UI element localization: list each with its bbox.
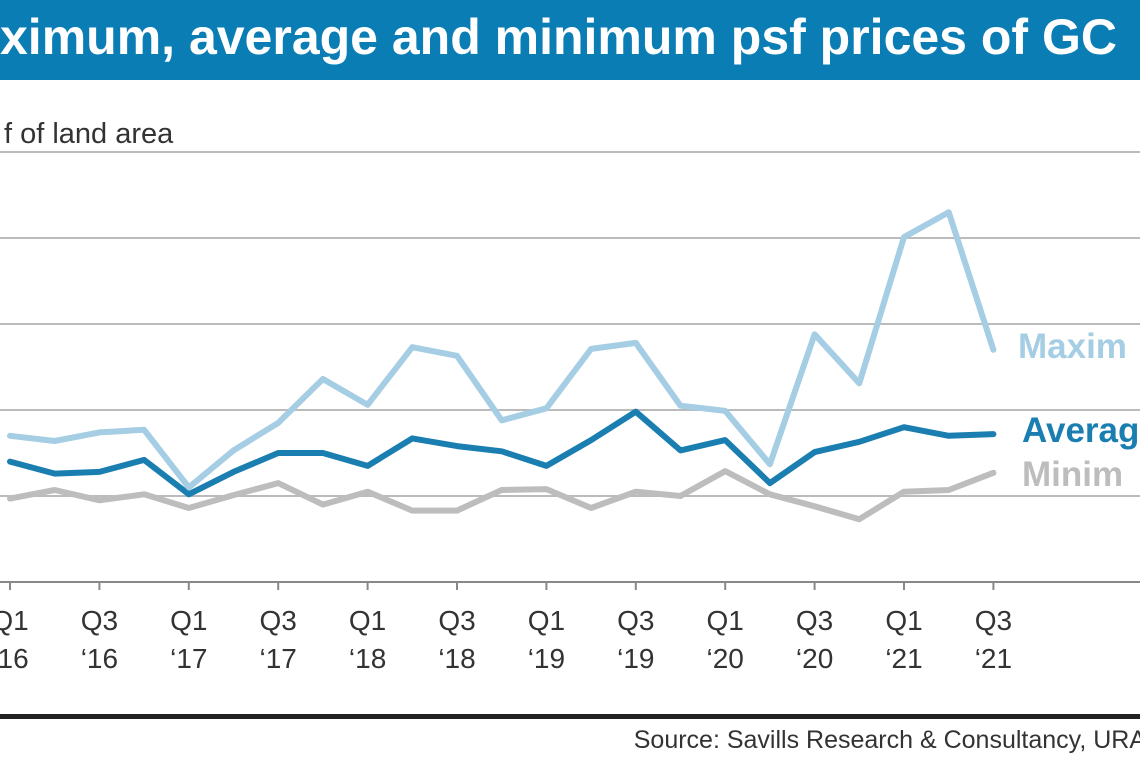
x-tick-label-quarter: Q3 [617,605,654,636]
x-tick-label-quarter: Q3 [975,605,1012,636]
series-label: Minim [1022,455,1123,494]
x-tick-label-year: ‘17 [170,643,207,674]
x-tick-label-quarter: Q1 [349,605,386,636]
x-tick-label-quarter: Q1 [528,605,565,636]
x-tick-label-quarter: Q1 [707,605,744,636]
series-line-minim [7,468,997,523]
x-tick-label-quarter: Q3 [438,605,475,636]
chart-title: ximum, average and minimum psf prices of… [0,9,1117,65]
x-tick-label-year: ‘21 [885,643,922,674]
series-label: Maxim [1018,327,1127,366]
x-tick-label-year: ‘19 [528,643,565,674]
title-bar: ximum, average and minimum psf prices of… [0,0,1140,80]
x-tick-label-quarter: Q1 [170,605,207,636]
x-tick-label-quarter: Q1 [0,605,29,636]
x-tick-label-quarter: Q3 [260,605,297,636]
series-line-maxim [7,209,997,491]
series-line-averag [7,408,997,498]
x-tick-label-year: ‘21 [975,643,1012,674]
bottom-rule [0,714,1140,719]
x-tick-label-quarter: Q1 [885,605,922,636]
x-tick-label-year: ‘16 [0,643,29,674]
y-axis-label: f of land area [4,118,174,150]
x-tick-label-year: ‘18 [349,643,386,674]
x-tick-label-year: ‘18 [438,643,475,674]
x-tick-label-year: ‘16 [81,643,118,674]
source-note: Source: Savills Research & Consultancy, … [633,726,1140,754]
x-tick-label-year: ‘19 [617,643,654,674]
x-tick-label-quarter: Q3 [81,605,118,636]
x-tick-label-year: ‘20 [707,643,744,674]
series-label: Averag [1022,411,1139,450]
x-tick-label-year: ‘17 [260,643,297,674]
x-tick-label-year: ‘20 [796,643,833,674]
x-tick-label-quarter: Q3 [796,605,833,636]
